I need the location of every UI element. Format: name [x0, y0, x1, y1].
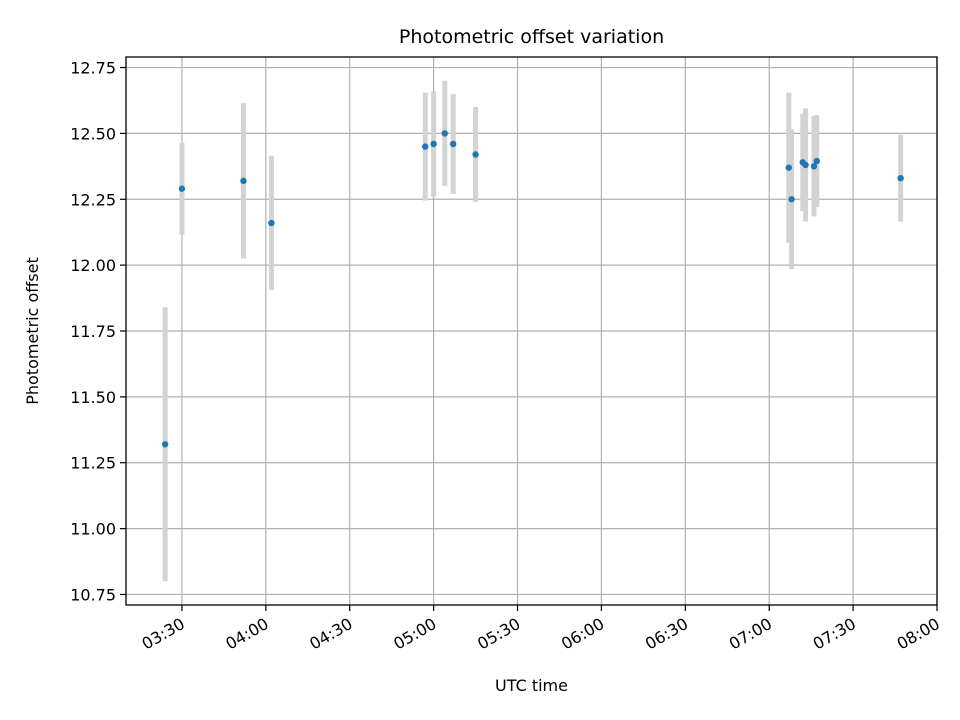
- y-tick-label: 12.75: [70, 59, 116, 78]
- x-axis-label: UTC time: [495, 676, 568, 695]
- y-tick-label: 11.75: [70, 322, 116, 341]
- data-point: [810, 163, 818, 170]
- data-point: [813, 157, 820, 165]
- data-point: [422, 143, 429, 150]
- data-point: [472, 151, 479, 158]
- data-point: [802, 161, 809, 169]
- y-axis-ticks: 10.75 11.00 11.25 11.50 11.75 12.00 12.25 12.50…: [70, 59, 126, 604]
- y-axis-label: Photometric offset: [23, 257, 42, 405]
- data-point: [268, 219, 275, 227]
- y-tick-label: 10.75: [70, 585, 116, 604]
- y-tick-label: 11.00: [70, 520, 116, 539]
- data-point: [449, 140, 457, 148]
- data-point: [441, 130, 449, 137]
- data-point: [161, 441, 169, 448]
- data-point: [240, 177, 247, 185]
- data-point: [897, 174, 904, 182]
- y-tick-label: 11.25: [70, 454, 116, 473]
- data-point: [788, 196, 795, 203]
- data-points: [161, 130, 904, 448]
- y-tick-label: 12.25: [70, 190, 116, 209]
- grid: [126, 57, 938, 605]
- y-tick-label: 12.00: [70, 256, 116, 275]
- data-point: [178, 185, 186, 192]
- data-point: [785, 164, 792, 171]
- data-point: [430, 140, 437, 148]
- y-tick-label: 11.50: [70, 388, 116, 407]
- chart-title: Photometric offset variation: [399, 26, 664, 48]
- y-tick-label: 12.50: [70, 124, 116, 143]
